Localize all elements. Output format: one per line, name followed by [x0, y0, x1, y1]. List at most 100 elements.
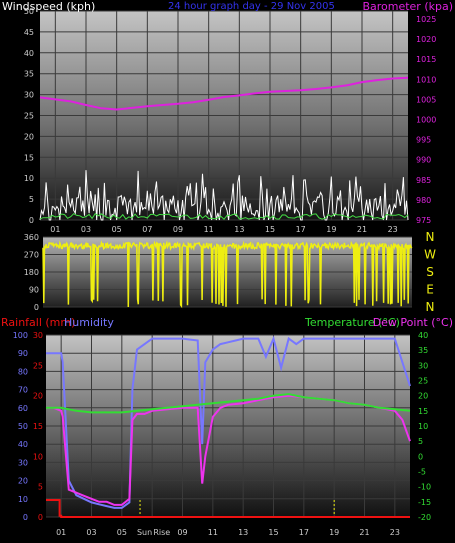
- windspeed-tick-label: 40: [24, 49, 34, 58]
- temperature-tick-label: 10: [418, 422, 428, 431]
- temperature-tick-label: 20: [418, 392, 428, 401]
- barometer-tick-label: 995: [416, 136, 431, 145]
- sun-label: Sun: [137, 528, 152, 537]
- hour-tick-label: 19: [326, 225, 336, 234]
- rainfall-tick-label: 0: [38, 513, 43, 522]
- direction-tick-label: 360: [24, 233, 39, 242]
- windspeed-tick-label: 10: [24, 174, 34, 183]
- compass-label: N: [426, 230, 435, 244]
- barometer-tick-label: 980: [416, 196, 431, 205]
- temperature-line: [46, 393, 411, 414]
- rise-label: Rise: [153, 528, 170, 537]
- temperature-axis-label: Temperature (°C): [304, 316, 400, 329]
- rainfall-tick-label: 30: [33, 331, 43, 340]
- windspeed-tick-label: 5: [29, 195, 34, 204]
- temperature-tick-label: 15: [418, 407, 428, 416]
- hour-tick-label: 13: [238, 528, 248, 537]
- temperature-tick-label: 5: [418, 437, 423, 446]
- windspeed-tick-label: 45: [24, 28, 34, 37]
- rainfall-tick-label: 15: [33, 422, 43, 431]
- barometer-tick-label: 1000: [416, 116, 436, 125]
- hour-tick-label: 21: [357, 225, 367, 234]
- temperature-tick-label: -15: [418, 498, 431, 507]
- windspeed-tick-label: 50: [24, 7, 34, 16]
- direction-tick-label: 270: [24, 251, 39, 260]
- rainfall-tick-label: 25: [33, 361, 43, 370]
- hour-tick-label: 09: [177, 528, 187, 537]
- temperature-tick-label: 40: [418, 331, 428, 340]
- direction-tick-label: 180: [24, 268, 39, 277]
- humidity-tick-label: 30: [18, 458, 28, 467]
- temperature-tick-label: 35: [418, 346, 428, 355]
- compass-label: S: [426, 265, 434, 279]
- hour-tick-label: 21: [359, 528, 369, 537]
- temperature-tick-label: 0: [418, 452, 423, 461]
- windspeed-tick-label: 25: [24, 112, 34, 121]
- humidity-tick-label: 10: [18, 495, 28, 504]
- humidity-tick-label: 40: [18, 440, 28, 449]
- rainfall-axis-label: Rainfall (mm): [1, 316, 75, 329]
- rainfall-tick-label: 10: [33, 452, 43, 461]
- barometer-tick-label: 1020: [416, 35, 436, 44]
- hour-tick-label: 09: [173, 225, 183, 234]
- barometer-tick-label: 1015: [416, 55, 436, 64]
- hour-tick-label: 17: [299, 528, 309, 537]
- hour-tick-label: 05: [117, 528, 127, 537]
- temperature-tick-label: -10: [418, 483, 431, 492]
- hour-tick-label: 15: [265, 225, 275, 234]
- direction-tick-label: 0: [34, 303, 39, 312]
- compass-label: W: [424, 248, 436, 262]
- rainfall-tick-label: 5: [38, 483, 43, 492]
- windspeed-average-line: [39, 213, 409, 220]
- humidity-tick-label: 50: [18, 422, 28, 431]
- dewpoint-axis-label: Dew Point (°C): [373, 316, 453, 329]
- windspeed-tick-label: 30: [24, 91, 34, 100]
- barometer-axis-label: Barometer (kpa): [362, 0, 453, 13]
- rainfall-line: [46, 499, 410, 518]
- humidity-tick-label: 70: [18, 386, 28, 395]
- barometer-tick-label: 1005: [416, 95, 436, 104]
- hour-tick-label: 19: [329, 528, 339, 537]
- humidity-tick-label: 20: [18, 477, 28, 486]
- direction-tick-label: 90: [29, 286, 39, 295]
- barometer-tick-label: 975: [416, 216, 431, 225]
- barometer-tick-label: 985: [416, 176, 431, 185]
- humidity-tick-label: 90: [18, 349, 28, 358]
- hour-tick-label: 17: [296, 225, 306, 234]
- hour-tick-label: 01: [56, 528, 66, 537]
- hour-tick-label: 01: [50, 225, 60, 234]
- windspeed-line: [39, 170, 409, 221]
- windspeed-tick-label: 15: [24, 153, 34, 162]
- compass-label: E: [426, 283, 434, 297]
- barometer-line: [39, 76, 409, 111]
- windspeed-tick-label: 0: [29, 216, 34, 225]
- humidity-tick-label: 60: [18, 404, 28, 413]
- temperature-tick-label: -5: [418, 468, 426, 477]
- humidity-tick-label: 100: [13, 331, 28, 340]
- hour-tick-label: 13: [234, 225, 244, 234]
- hour-tick-label: 11: [208, 528, 218, 537]
- hour-tick-label: 11: [204, 225, 214, 234]
- temperature-tick-label: 25: [418, 377, 428, 386]
- barometer-tick-label: 1025: [416, 15, 436, 24]
- compass-label: N: [426, 300, 435, 314]
- hour-tick-label: 15: [268, 528, 278, 537]
- hour-tick-label: 23: [388, 225, 398, 234]
- rainfall-tick-label: 20: [33, 392, 43, 401]
- hour-tick-label: 03: [86, 528, 96, 537]
- hour-tick-label: 05: [112, 225, 122, 234]
- humidity-axis-label: Humidity: [64, 316, 114, 329]
- windspeed-axis-label: Windspeed (kph): [2, 0, 95, 13]
- windspeed-tick-label: 20: [24, 132, 34, 141]
- chart-title: 24 hour graph day - 29 Nov 2005: [168, 1, 335, 12]
- barometer-tick-label: 990: [416, 156, 431, 165]
- temperature-tick-label: 30: [418, 361, 428, 370]
- hour-tick-label: 03: [81, 225, 91, 234]
- humidity-tick-label: 0: [23, 513, 28, 522]
- barometer-tick-label: 1010: [416, 75, 436, 84]
- humidity-tick-label: 80: [18, 367, 28, 376]
- wind-direction-line: [42, 240, 413, 309]
- hour-tick-label: 07: [142, 225, 152, 234]
